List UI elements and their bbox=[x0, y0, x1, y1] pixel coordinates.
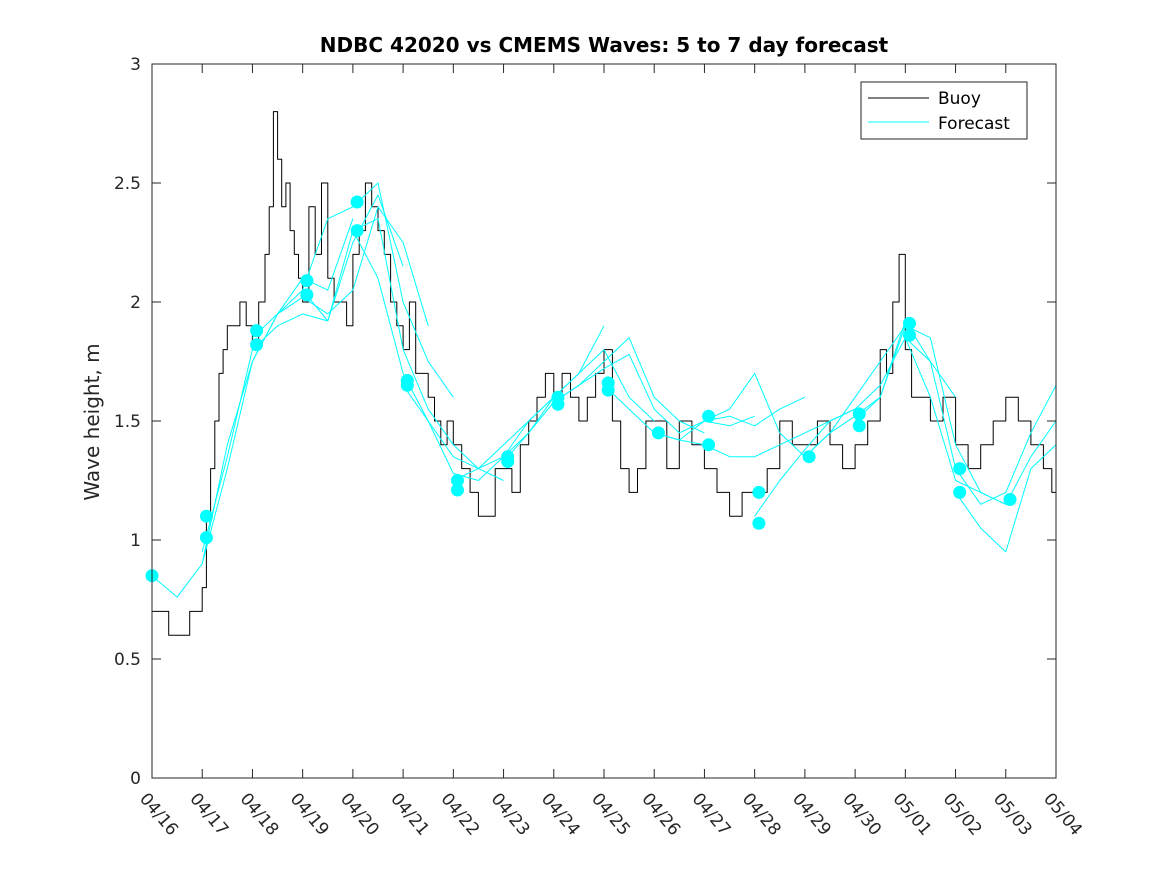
forecast-series-line-2 bbox=[201, 194, 404, 553]
forecast-marker bbox=[350, 224, 364, 238]
forecast-series-line-6 bbox=[352, 230, 555, 470]
forecast-marker bbox=[752, 516, 766, 530]
forecast-marker bbox=[953, 462, 967, 476]
y-tick-label: 2.5 bbox=[114, 174, 141, 194]
forecast-marker bbox=[953, 485, 967, 499]
legend-buoy-label: Buoy bbox=[938, 89, 981, 109]
forecast-series-line-12 bbox=[654, 408, 856, 458]
forecast-marker bbox=[651, 426, 665, 440]
chart-title: NDBC 42020 vs CMEMS Waves: 5 to 7 day fo… bbox=[320, 33, 889, 57]
forecast-marker bbox=[250, 338, 264, 352]
forecast-marker bbox=[802, 450, 816, 464]
forecast-marker bbox=[300, 274, 314, 288]
forecast-marker bbox=[451, 483, 464, 497]
legend-forecast-label: Forecast bbox=[938, 114, 1010, 134]
forecast-marker bbox=[752, 485, 766, 499]
y-tick-label: 0 bbox=[130, 769, 141, 789]
forecast-marker bbox=[852, 419, 866, 433]
y-tick-label: 0.5 bbox=[114, 650, 141, 670]
y-tick-label: 1 bbox=[130, 531, 141, 551]
y-tick-label: 1.5 bbox=[114, 412, 141, 432]
forecast-marker bbox=[551, 397, 565, 411]
forecast-marker bbox=[350, 195, 364, 209]
marker-layer bbox=[145, 195, 1017, 583]
forecast-marker bbox=[903, 328, 916, 342]
forecast-series-line-5 bbox=[302, 218, 504, 481]
legend: Buoy Forecast bbox=[860, 81, 1028, 140]
forecast-marker bbox=[852, 407, 866, 421]
y-axis-label: Wave height, m bbox=[80, 343, 104, 500]
forecast-marker bbox=[400, 378, 414, 392]
forecast-marker bbox=[451, 474, 464, 487]
forecast-marker bbox=[199, 531, 213, 545]
y-tick-label: 2 bbox=[130, 293, 141, 313]
forecast-marker bbox=[702, 438, 716, 452]
forecast-marker bbox=[601, 383, 615, 397]
forecast-marker bbox=[702, 409, 716, 423]
legend-box bbox=[860, 81, 1028, 140]
forecast-series-line-17 bbox=[904, 337, 1056, 505]
forecast-marker bbox=[199, 509, 213, 523]
y-tick-label: 3 bbox=[130, 55, 141, 75]
forecast-marker bbox=[250, 324, 264, 338]
forecast-series-line-9 bbox=[503, 337, 705, 462]
forecast-series-line-10 bbox=[553, 353, 755, 434]
forecast-series-line-18 bbox=[955, 444, 1056, 553]
forecast-marker bbox=[300, 288, 314, 302]
forecast-marker bbox=[501, 455, 515, 468]
forecast-marker bbox=[1003, 493, 1017, 506]
forecast-marker bbox=[903, 316, 916, 330]
